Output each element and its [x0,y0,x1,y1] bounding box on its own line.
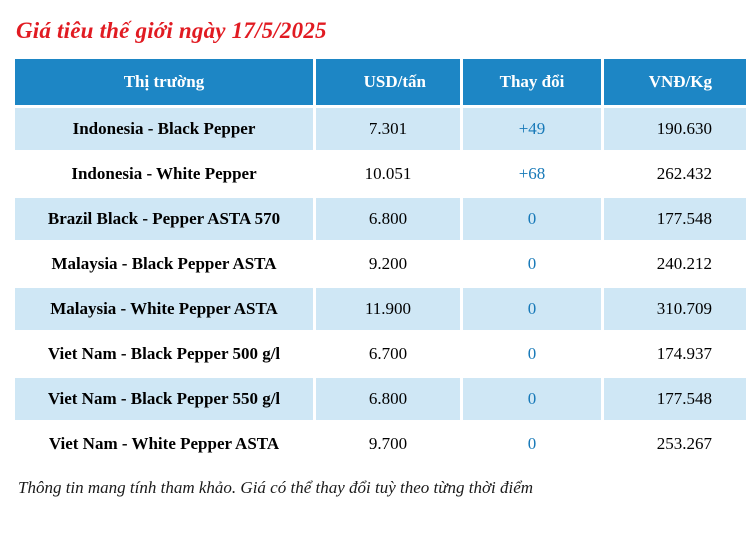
vnd-price: 310.709 [604,288,746,330]
price-change: 0 [463,243,601,285]
market-name: Viet Nam - White Pepper ASTA [15,423,313,465]
header-usd-per-ton: USD/tấn [316,59,460,105]
usd-price: 6.800 [316,198,460,240]
header-row: Thị trường USD/tấn Thay đổi VNĐ/Kg [15,59,746,105]
price-change: 0 [463,198,601,240]
vnd-price: 177.548 [604,198,746,240]
price-change: 0 [463,288,601,330]
price-change: 0 [463,423,601,465]
market-name: Viet Nam - Black Pepper 550 g/l [15,378,313,420]
usd-price: 9.700 [316,423,460,465]
header-change: Thay đổi [463,59,601,105]
table-row: Malaysia - White Pepper ASTA 11.900 0 31… [15,288,746,330]
table-row: Viet Nam - Black Pepper 500 g/l 6.700 0 … [15,333,746,375]
disclaimer-text: Thông tin mang tính tham khảo. Giá có th… [18,478,534,497]
vnd-price: 240.212 [604,243,746,285]
price-change: 0 [463,333,601,375]
usd-price: 11.900 [316,288,460,330]
table-row: Viet Nam - White Pepper ASTA 9.700 0 253… [15,423,746,465]
usd-price: 9.200 [316,243,460,285]
vnd-price: 262.432 [604,153,746,195]
table-row: Brazil Black - Pepper ASTA 570 6.800 0 1… [15,198,746,240]
table-row: Indonesia - Black Pepper 7.301 +49 190.6… [15,108,746,150]
usd-price: 6.800 [316,378,460,420]
market-name: Viet Nam - Black Pepper 500 g/l [15,333,313,375]
market-name: Malaysia - Black Pepper ASTA [15,243,313,285]
pepper-price-table: Thị trường USD/tấn Thay đổi VNĐ/Kg Indon… [12,56,749,468]
usd-price: 6.700 [316,333,460,375]
page: Giá tiêu thế giới ngày 17/5/2025 Thị trư… [12,18,749,497]
price-change: +49 [463,108,601,150]
table-row: Indonesia - White Pepper 10.051 +68 262.… [15,153,746,195]
usd-price: 10.051 [316,153,460,195]
vnd-price: 174.937 [604,333,746,375]
table-row: Malaysia - Black Pepper ASTA 9.200 0 240… [15,243,746,285]
header-vnd-per-kg: VNĐ/Kg [604,59,746,105]
vnd-price: 253.267 [604,423,746,465]
page-title: Giá tiêu thế giới ngày 17/5/2025 [16,18,327,43]
market-name: Malaysia - White Pepper ASTA [15,288,313,330]
usd-price: 7.301 [316,108,460,150]
table-row: Viet Nam - Black Pepper 550 g/l 6.800 0 … [15,378,746,420]
vnd-price: 177.548 [604,378,746,420]
vnd-price: 190.630 [604,108,746,150]
price-change: 0 [463,378,601,420]
market-name: Brazil Black - Pepper ASTA 570 [15,198,313,240]
market-name: Indonesia - White Pepper [15,153,313,195]
header-market: Thị trường [15,59,313,105]
price-change: +68 [463,153,601,195]
market-name: Indonesia - Black Pepper [15,108,313,150]
